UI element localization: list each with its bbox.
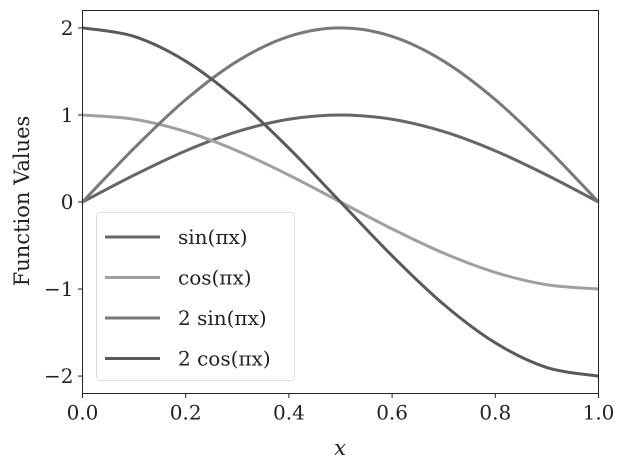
- x-tick-label: 0.8: [479, 401, 511, 425]
- legend-item: 2 cos(πx): [105, 347, 271, 371]
- legend-item: cos(πx): [105, 266, 252, 290]
- legend-label: 2 cos(πx): [178, 347, 271, 371]
- y-tick-label: 2: [61, 16, 74, 40]
- plot-lines: [81, 26, 600, 378]
- y-tick-label: −2: [44, 364, 73, 388]
- legend-label: sin(πx): [178, 225, 248, 249]
- legend-label: 2 sin(πx): [178, 306, 267, 330]
- legend-item: sin(πx): [105, 225, 248, 249]
- legend-item: 2 sin(πx): [105, 306, 267, 330]
- x-tick-label: 0.4: [273, 401, 305, 425]
- legend-label: cos(πx): [178, 266, 252, 290]
- y-axis-ticks: −2 −1 0 1 2: [44, 16, 83, 388]
- y-tick-label: 1: [61, 103, 74, 127]
- legend: sin(πx) cos(πx) 2 sin(πx) 2 cos(πx): [96, 212, 295, 381]
- legend-box: [96, 212, 295, 381]
- x-tick-label: 1.0: [583, 401, 615, 425]
- series-line-3: [82, 26, 599, 378]
- x-tick-label: 0.2: [170, 401, 202, 425]
- y-tick-label: 0: [61, 190, 74, 214]
- x-tick-label: 0.0: [67, 401, 99, 425]
- y-tick-label: −1: [44, 277, 73, 301]
- y-axis-label: Function Values: [10, 116, 34, 287]
- x-axis-ticks: 0.0 0.2 0.4 0.6 0.8 1.0: [67, 393, 615, 425]
- x-tick-label: 0.6: [376, 401, 408, 425]
- series-line-2: [81, 26, 600, 204]
- series-line-0: [81, 113, 600, 204]
- x-axis-label: x: [334, 436, 346, 460]
